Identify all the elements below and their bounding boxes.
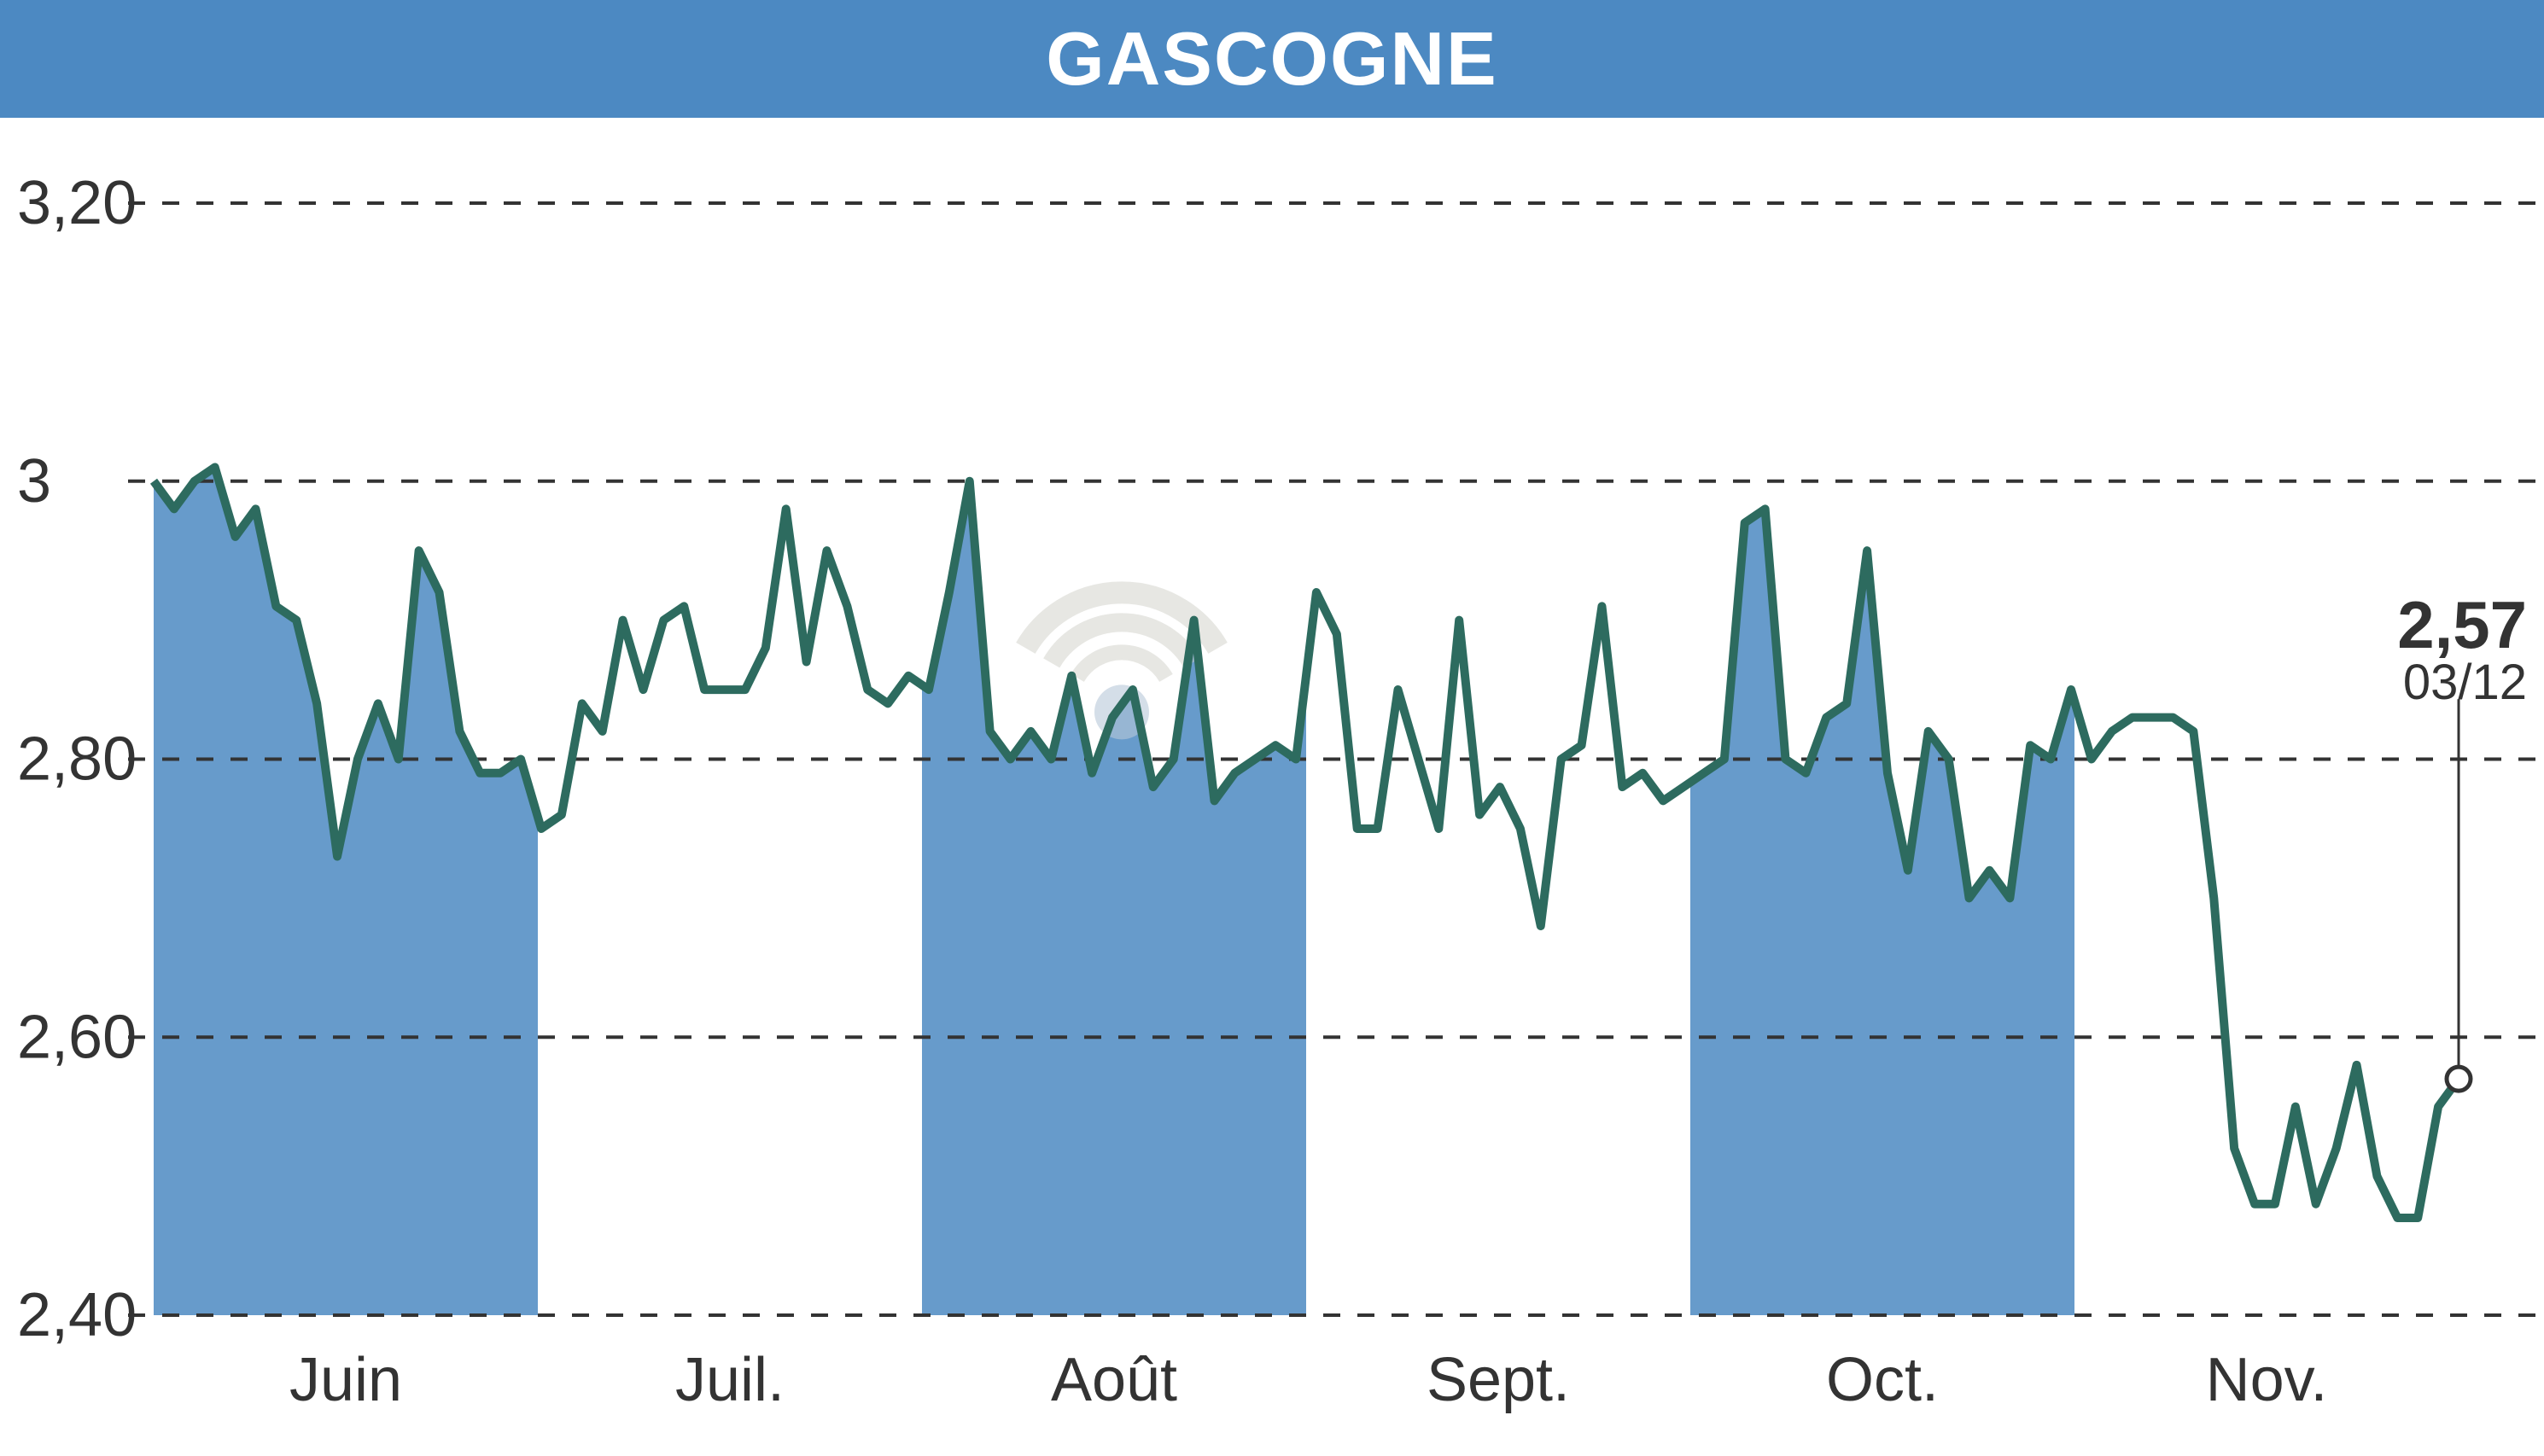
x-axis-label: Nov. [2206,1346,2328,1414]
y-axis-label: 2,80 [17,725,137,794]
x-axis-label: Sept. [1427,1346,1570,1414]
end-date: 03/12 [2403,655,2527,710]
y-axis-label: 3 [17,447,51,515]
y-axis-label: 2,40 [17,1281,137,1349]
header-bar: GASCOGNE [0,0,2544,118]
chart-title: GASCOGNE [0,15,2544,102]
x-axis-label: Oct. [1826,1346,1939,1414]
y-axis-label: 3,20 [17,169,137,237]
chart-container: 2,40 2,60 2,80 3 3,20 Juin Juil. Août Sept. Oct. N… [0,118,2544,1452]
price-chart: 2,40 2,60 2,80 3 3,20 Juin Juil. Août Sept. Oct. N… [0,118,2544,1452]
y-axis-label: 2,60 [17,1003,137,1071]
x-axis-label: Août [1051,1346,1177,1414]
x-axis-label: Juin [289,1346,402,1414]
end-value: 2,57 [2397,587,2527,662]
end-marker [2447,1067,2471,1091]
x-axis-label: Juil. [675,1346,785,1414]
